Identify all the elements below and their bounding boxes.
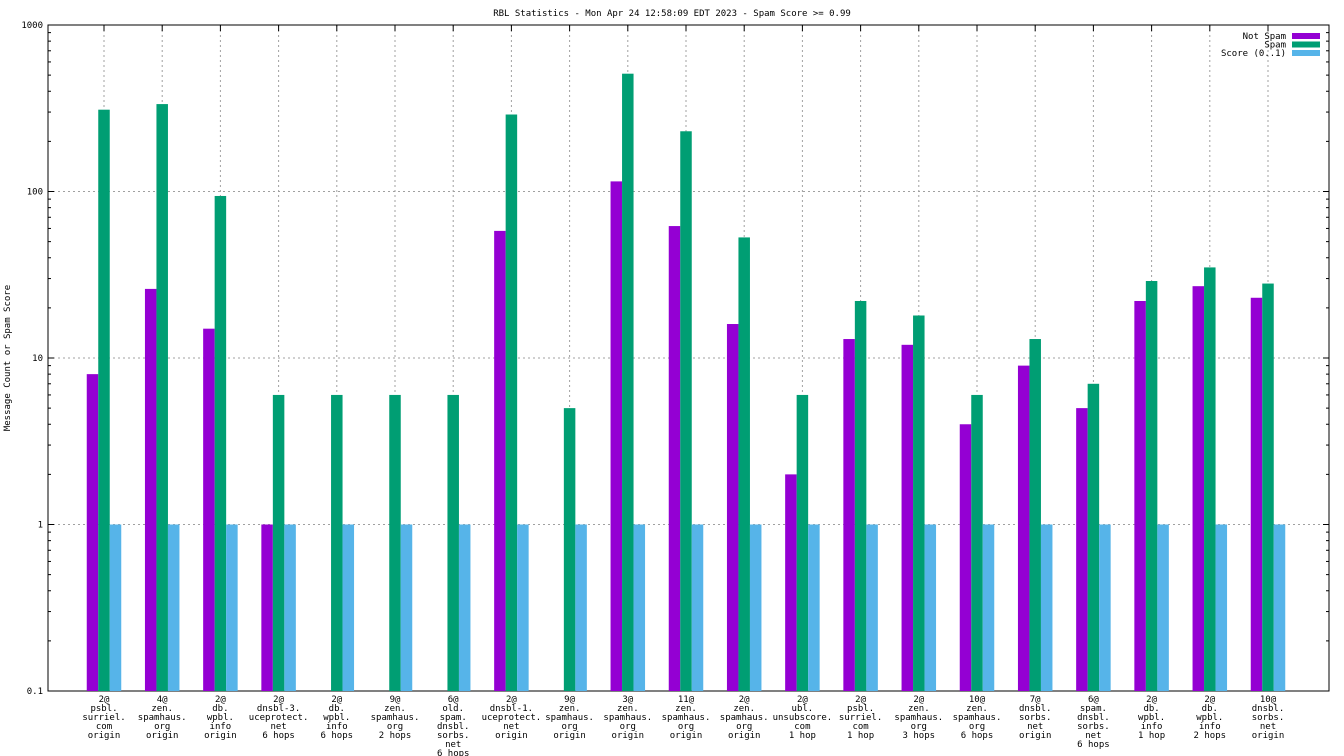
x-category-label: 2@ zen. spamhaus. org 3 hops	[894, 695, 943, 741]
bar-score-0-1	[226, 524, 238, 691]
bar-spam	[680, 131, 692, 691]
x-category-label: 3@ zen. spamhaus. org origin	[603, 695, 652, 741]
x-category-label: 2@ zen. spamhaus. org origin	[720, 695, 769, 741]
bar-spam	[622, 73, 634, 691]
bar-score-0-1	[866, 524, 878, 691]
bar-score-0-1	[749, 524, 762, 691]
bar-score-0-1	[458, 524, 471, 691]
bar-not-spam	[959, 424, 972, 691]
y-axis-label: Message Count or Spam Score	[3, 285, 13, 431]
x-category-label: 2@ dnsbl-1. uceprotect. net origin	[482, 695, 542, 741]
bar-score-0-1	[342, 524, 355, 691]
bar-spam	[98, 109, 110, 691]
bar-spam	[389, 394, 401, 691]
legend-swatch	[1292, 50, 1320, 56]
bar-score-0-1	[1215, 524, 1228, 691]
bar-not-spam	[843, 339, 855, 691]
x-category-label: 2@ dnsbl-3. uceprotect. net 6 hops	[249, 695, 309, 741]
x-category-label: 2@ db. wpbl. info 1 hop	[1138, 695, 1165, 741]
bar-spam	[738, 237, 750, 691]
bar-score-0-1	[284, 524, 296, 691]
bar-spam	[1087, 383, 1100, 691]
bar-score-0-1	[924, 524, 937, 691]
bar-not-spam	[726, 324, 739, 691]
bar-score-0-1	[1157, 524, 1169, 691]
bar-not-spam	[610, 181, 623, 692]
bar-spam	[447, 394, 459, 691]
bar-spam	[1029, 339, 1041, 691]
y-tick-label: 0.1	[27, 687, 43, 697]
x-category-label: 7@ dnsbl. sorbs. net origin	[1019, 695, 1052, 741]
legend-label: Not Spam	[1243, 32, 1286, 42]
x-category-label: 6@ old. spam. dnsbl. sorbs. net 6 hops	[437, 695, 470, 756]
bar-score-0-1	[1040, 524, 1053, 691]
x-axis-labels: 2@ psbl. surriel. com origin 4@ zen. spamhaus. o…	[82, 695, 1284, 756]
x-category-label: 6@ spam. dnsbl. sorbs. net 6 hops	[1077, 695, 1110, 750]
bar-spam	[156, 104, 168, 692]
bar-not-spam	[1192, 286, 1205, 691]
bar-score-0-1	[1099, 524, 1111, 691]
bar-spam	[214, 195, 227, 691]
bar-spam	[272, 394, 285, 691]
bar-spam	[563, 408, 576, 691]
bar-score-0-1	[633, 524, 646, 691]
y-tick-label: 10	[32, 354, 43, 364]
bar-score-0-1	[167, 524, 180, 691]
bar-spam	[1262, 283, 1274, 691]
bar-score-0-1	[1273, 524, 1286, 691]
bar-spam	[913, 315, 925, 691]
bar-not-spam	[203, 328, 215, 691]
bar-not-spam	[785, 474, 797, 691]
x-category-label: 10@ zen. spamhaus. org 6 hops	[953, 695, 1002, 741]
bar-spam	[796, 394, 809, 691]
y-tick-label: 100	[27, 188, 43, 198]
x-category-label: 11@ zen. spamhaus. org origin	[662, 695, 711, 741]
bar-spam	[331, 394, 343, 691]
bar-not-spam	[86, 374, 99, 691]
x-category-label: 2@ db. wpbl. info 6 hops	[321, 695, 354, 741]
bar-not-spam	[261, 524, 273, 691]
legend-label: Spam	[1264, 41, 1286, 51]
bar-not-spam	[1134, 300, 1146, 691]
bar-not-spam	[668, 226, 681, 692]
x-category-label: 2@ psbl. surriel. com origin	[82, 695, 125, 741]
legend-swatch	[1292, 41, 1320, 48]
bars	[86, 73, 1286, 692]
x-category-label: 2@ db. wpbl. info 2 hops	[1194, 695, 1227, 741]
bar-score-0-1	[517, 524, 529, 691]
bar-score-0-1	[575, 524, 587, 691]
x-category-label: 4@ zen. spamhaus. org origin	[138, 695, 187, 741]
x-category-label: 2@ psbl. surriel. com 1 hop	[839, 695, 882, 741]
bar-not-spam	[144, 288, 157, 691]
bar-score-0-1	[400, 524, 413, 691]
x-category-label: 2@ ubl. unsubscore. com 1 hop	[773, 695, 833, 741]
bar-spam	[505, 114, 518, 691]
x-category-label: 10@ dnsbl. sorbs. net origin	[1252, 695, 1285, 741]
chart-title: RBL Statistics - Mon Apr 24 12:58:09 EDT…	[493, 9, 851, 19]
legend-swatch	[1292, 33, 1320, 39]
bar-score-0-1	[982, 524, 995, 691]
x-category-label: 9@ zen. spamhaus. org 2 hops	[371, 695, 420, 741]
bar-score-0-1	[808, 524, 820, 691]
bar-not-spam	[494, 230, 506, 692]
bar-score-0-1	[109, 524, 122, 691]
bar-not-spam	[901, 344, 914, 691]
legend-label: Score (0..1)	[1221, 49, 1286, 59]
x-category-label: 9@ zen. spamhaus. org origin	[545, 695, 594, 741]
bar-spam	[971, 394, 983, 691]
x-category-label: 2@ db. wpbl. info origin	[204, 695, 237, 741]
y-tick-label: 1000	[21, 21, 43, 31]
bar-spam	[1145, 281, 1158, 691]
y-tick-label: 1	[38, 521, 43, 531]
bar-not-spam	[1017, 365, 1030, 691]
bar-spam	[854, 300, 867, 691]
bar-not-spam	[1076, 408, 1088, 691]
bar-score-0-1	[691, 524, 704, 691]
bar-spam	[1204, 267, 1216, 691]
bar-not-spam	[1250, 297, 1263, 691]
